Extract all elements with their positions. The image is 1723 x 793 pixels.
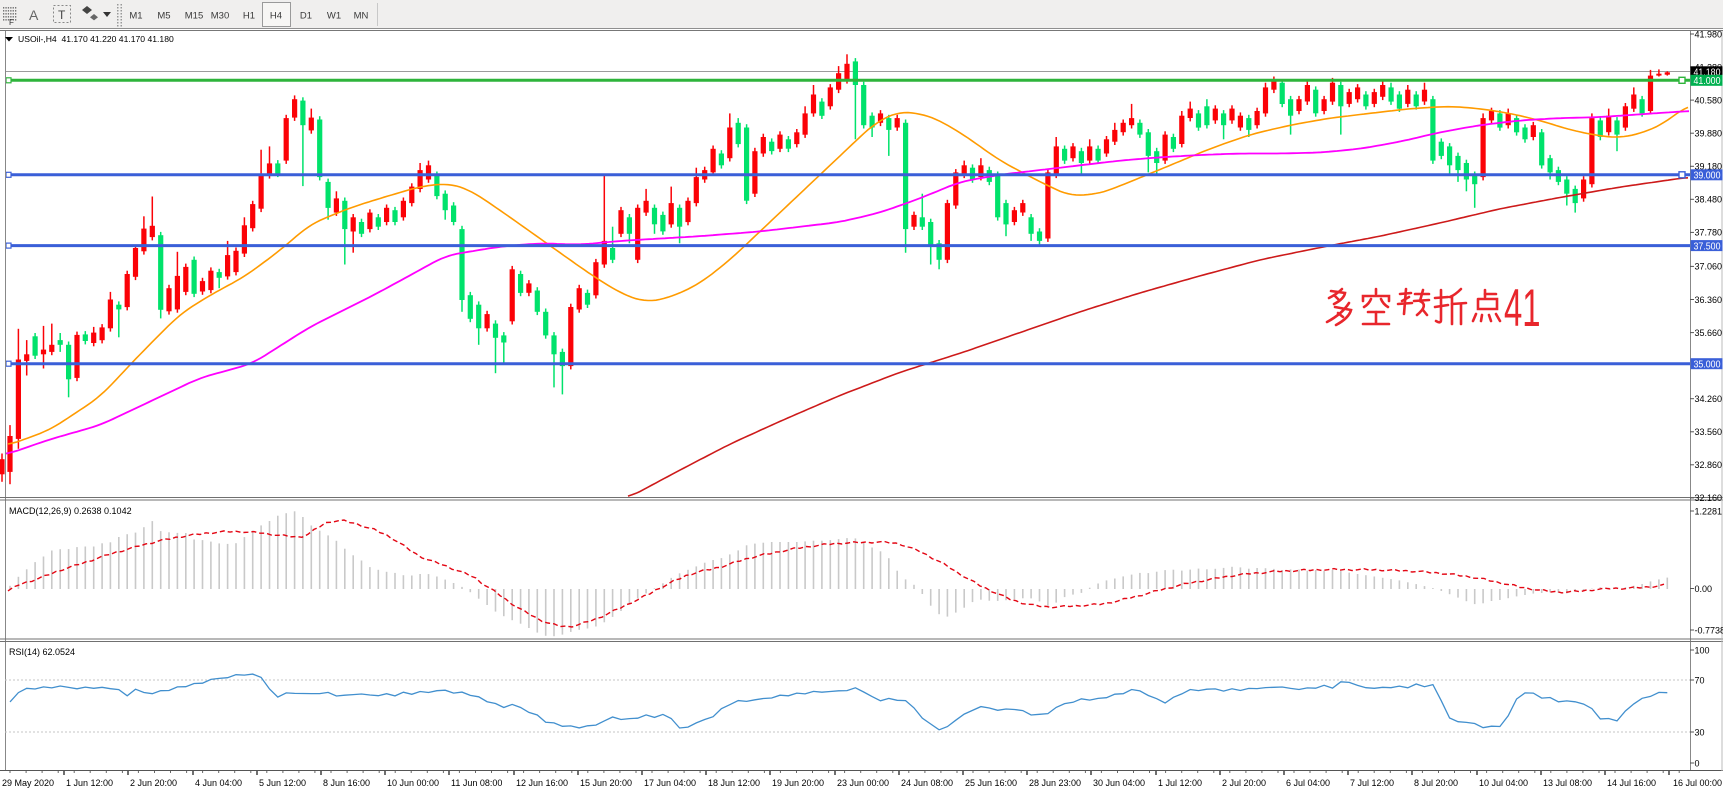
svg-text:1 Jun 12:00: 1 Jun 12:00 <box>66 778 113 788</box>
svg-text:2 Jul 20:00: 2 Jul 20:00 <box>1222 778 1266 788</box>
svg-text:M15: M15 <box>185 11 203 22</box>
svg-text:7 Jul 12:00: 7 Jul 12:00 <box>1350 778 1394 788</box>
svg-text:8 Jul 20:00: 8 Jul 20:00 <box>1414 778 1458 788</box>
svg-text:30 Jun 04:00: 30 Jun 04:00 <box>1093 778 1145 788</box>
svg-text:RSI(14) 62.0524: RSI(14) 62.0524 <box>9 647 75 657</box>
svg-text:37.500: 37.500 <box>1694 240 1721 252</box>
svg-text:10 Jun 00:00: 10 Jun 00:00 <box>387 778 439 788</box>
svg-text:39.180: 39.180 <box>1695 162 1723 172</box>
svg-text:35.660: 35.660 <box>1695 328 1723 338</box>
svg-text:28 Jun 23:00: 28 Jun 23:00 <box>1029 778 1081 788</box>
svg-text:38.480: 38.480 <box>1695 195 1723 205</box>
svg-text:F: F <box>9 18 14 27</box>
svg-text:2 Jun 20:00: 2 Jun 20:00 <box>130 778 177 788</box>
svg-text:10 Jul 04:00: 10 Jul 04:00 <box>1479 778 1528 788</box>
svg-text:M1: M1 <box>129 11 142 22</box>
svg-text:0: 0 <box>1695 758 1700 768</box>
svg-text:1 Jul 12:00: 1 Jul 12:00 <box>1158 778 1202 788</box>
svg-text:15 Jun 20:00: 15 Jun 20:00 <box>580 778 632 788</box>
svg-text:14 Jul 16:00: 14 Jul 16:00 <box>1607 778 1656 788</box>
svg-text:41.000: 41.000 <box>1694 75 1721 87</box>
svg-text:1.2281: 1.2281 <box>1695 506 1723 516</box>
svg-text:19 Jun 20:00: 19 Jun 20:00 <box>772 778 824 788</box>
svg-text:M5: M5 <box>157 11 170 22</box>
svg-text:24 Jun 08:00: 24 Jun 08:00 <box>901 778 953 788</box>
svg-text:0.00: 0.00 <box>1695 584 1713 594</box>
svg-text:29 May 2020: 29 May 2020 <box>2 778 54 788</box>
svg-text:41.980: 41.980 <box>1695 29 1723 39</box>
svg-text:37.780: 37.780 <box>1695 228 1723 238</box>
svg-text:D1: D1 <box>300 11 312 22</box>
svg-text:T: T <box>58 8 66 22</box>
svg-text:13 Jul 08:00: 13 Jul 08:00 <box>1543 778 1592 788</box>
svg-text:H4: H4 <box>270 11 282 22</box>
svg-text:-0.7738: -0.7738 <box>1695 625 1723 635</box>
svg-text:39.000: 39.000 <box>1694 170 1721 182</box>
svg-text:11 Jun 08:00: 11 Jun 08:00 <box>451 778 502 788</box>
svg-text:25 Jun 16:00: 25 Jun 16:00 <box>965 778 1017 788</box>
svg-text:16 Jul 00:00: 16 Jul 00:00 <box>1673 778 1722 788</box>
svg-text:41: 41 <box>1504 279 1541 338</box>
svg-text:5 Jun 12:00: 5 Jun 12:00 <box>259 778 306 788</box>
svg-text:M30: M30 <box>211 11 229 22</box>
svg-text:MACD(12,26,9) 0.2638 0.1042: MACD(12,26,9) 0.2638 0.1042 <box>9 506 132 516</box>
svg-text:36.360: 36.360 <box>1695 295 1723 305</box>
svg-text:12 Jun 16:00: 12 Jun 16:00 <box>516 778 568 788</box>
svg-text:37.060: 37.060 <box>1695 262 1723 272</box>
svg-text:W1: W1 <box>327 11 341 22</box>
svg-text:32.160: 32.160 <box>1695 493 1723 503</box>
svg-text:33.560: 33.560 <box>1695 427 1723 437</box>
svg-text:4 Jun 04:00: 4 Jun 04:00 <box>195 778 242 788</box>
svg-text:100: 100 <box>1695 645 1710 655</box>
svg-text:H1: H1 <box>243 11 255 22</box>
svg-text:39.880: 39.880 <box>1695 129 1723 139</box>
svg-text:MN: MN <box>354 11 369 22</box>
svg-text:6 Jul 04:00: 6 Jul 04:00 <box>1286 778 1330 788</box>
svg-text:8 Jun 16:00: 8 Jun 16:00 <box>323 778 370 788</box>
svg-text:30: 30 <box>1695 727 1705 737</box>
svg-text:32.860: 32.860 <box>1695 460 1723 470</box>
svg-text:23 Jun 00:00: 23 Jun 00:00 <box>837 778 889 788</box>
svg-text:17 Jun 04:00: 17 Jun 04:00 <box>644 778 696 788</box>
svg-text:40.580: 40.580 <box>1695 95 1723 105</box>
svg-text:34.260: 34.260 <box>1695 394 1723 404</box>
svg-text:A: A <box>29 7 39 23</box>
svg-text:USOil-,H4 41.170 41.220 41.17: USOil-,H4 41.170 41.220 41.170 41.180 <box>18 34 174 44</box>
svg-text:70: 70 <box>1695 675 1705 685</box>
svg-text:35.000: 35.000 <box>1694 359 1721 371</box>
svg-text:18 Jun 12:00: 18 Jun 12:00 <box>708 778 760 788</box>
